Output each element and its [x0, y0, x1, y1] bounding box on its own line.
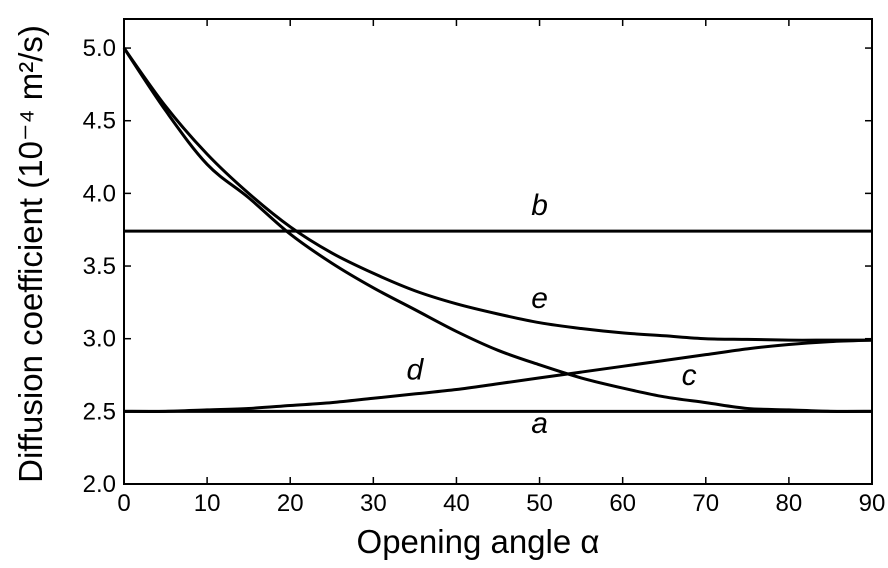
series-label-e: e — [531, 282, 548, 315]
y-tick-label: 3.5 — [83, 253, 116, 280]
y-tick-label: 4.5 — [83, 108, 116, 135]
x-tick-label: 80 — [776, 490, 803, 517]
x-tick-label: 70 — [692, 490, 719, 517]
series-line-d — [123, 338, 873, 413]
x-tick-label: 50 — [526, 490, 553, 517]
curve-labels-layer: a b c d e — [407, 189, 697, 440]
tick-labels-layer: 0 10 20 30 40 50 60 70 80 90 2.0 2.5 3.0 3.5 4.0 4.5 5.0 — [83, 35, 886, 517]
y-tick-label: 4.0 — [83, 180, 116, 207]
curves-layer — [122, 47, 873, 413]
y-tick-label: 2.0 — [83, 471, 116, 498]
y-tick-label: 5.0 — [83, 35, 116, 62]
series-label-d: d — [407, 353, 425, 386]
x-tick-label: 30 — [360, 490, 387, 517]
series-line-e — [122, 47, 872, 342]
ticks-layer — [123, 19, 873, 485]
x-axis-label: Opening angle α — [357, 523, 600, 560]
series-line-c — [122, 47, 873, 413]
x-tick-label: 20 — [277, 490, 304, 517]
y-tick-label: 3.0 — [83, 326, 116, 353]
x-tick-label: 0 — [117, 490, 130, 517]
plot-frame — [123, 18, 873, 485]
series-label-c: c — [682, 359, 697, 392]
series-label-b: b — [531, 189, 548, 222]
x-tick-label: 60 — [609, 490, 636, 517]
y-tick-label: 2.5 — [83, 398, 116, 425]
x-tick-label: 40 — [443, 490, 470, 517]
x-tick-label: 10 — [194, 490, 221, 517]
x-tick-label: 90 — [859, 490, 886, 517]
y-axis-label: Diffusion coefficient (10⁻⁴ m²/s) — [12, 25, 49, 483]
series-label-a: a — [531, 407, 548, 440]
